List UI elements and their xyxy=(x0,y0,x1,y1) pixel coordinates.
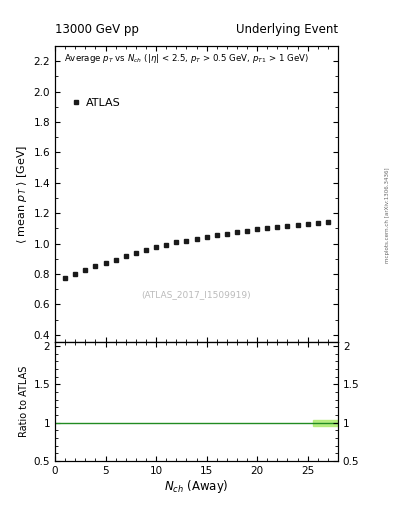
ATLAS xyxy=(265,225,270,231)
ATLAS xyxy=(204,234,209,240)
ATLAS xyxy=(134,250,138,256)
ATLAS xyxy=(93,263,98,269)
ATLAS xyxy=(174,239,179,245)
ATLAS xyxy=(194,236,199,242)
ATLAS xyxy=(154,244,158,250)
ATLAS xyxy=(143,247,148,253)
ATLAS xyxy=(285,223,290,229)
ATLAS xyxy=(184,238,189,244)
ATLAS xyxy=(255,226,259,232)
ATLAS xyxy=(245,227,250,233)
Bar xyxy=(313,419,338,425)
Y-axis label: Ratio to ATLAS: Ratio to ATLAS xyxy=(19,366,29,437)
ATLAS xyxy=(275,224,280,230)
ATLAS xyxy=(316,220,320,226)
ATLAS xyxy=(83,267,88,273)
ATLAS xyxy=(325,219,330,225)
ATLAS xyxy=(123,253,128,259)
Line: ATLAS: ATLAS xyxy=(63,220,330,280)
ATLAS xyxy=(295,222,300,228)
ATLAS xyxy=(103,260,108,266)
Text: (ATLAS_2017_I1509919): (ATLAS_2017_I1509919) xyxy=(142,290,251,300)
Text: Average $p_{T}$ vs $N_{ch}$ (|$\eta$| < 2.5, $p_{T}$ > 0.5 GeV, $p_{T1}$ > 1 GeV: Average $p_{T}$ vs $N_{ch}$ (|$\eta$| < … xyxy=(64,52,309,65)
Legend: ATLAS: ATLAS xyxy=(69,96,123,111)
Y-axis label: $\langle$ mean $p_{T}$ $\rangle$ [GeV]: $\langle$ mean $p_{T}$ $\rangle$ [GeV] xyxy=(15,144,29,244)
ATLAS xyxy=(305,221,310,227)
X-axis label: $N_{ch}$ (Away): $N_{ch}$ (Away) xyxy=(164,478,229,496)
Text: Underlying Event: Underlying Event xyxy=(236,23,338,36)
ATLAS xyxy=(164,242,169,248)
ATLAS xyxy=(214,232,219,238)
ATLAS xyxy=(73,271,77,277)
ATLAS xyxy=(235,229,239,235)
Text: 13000 GeV pp: 13000 GeV pp xyxy=(55,23,139,36)
ATLAS xyxy=(113,257,118,263)
ATLAS xyxy=(63,274,68,281)
ATLAS xyxy=(224,230,229,237)
Text: mcplots.cern.ch [arXiv:1306.3436]: mcplots.cern.ch [arXiv:1306.3436] xyxy=(385,167,389,263)
